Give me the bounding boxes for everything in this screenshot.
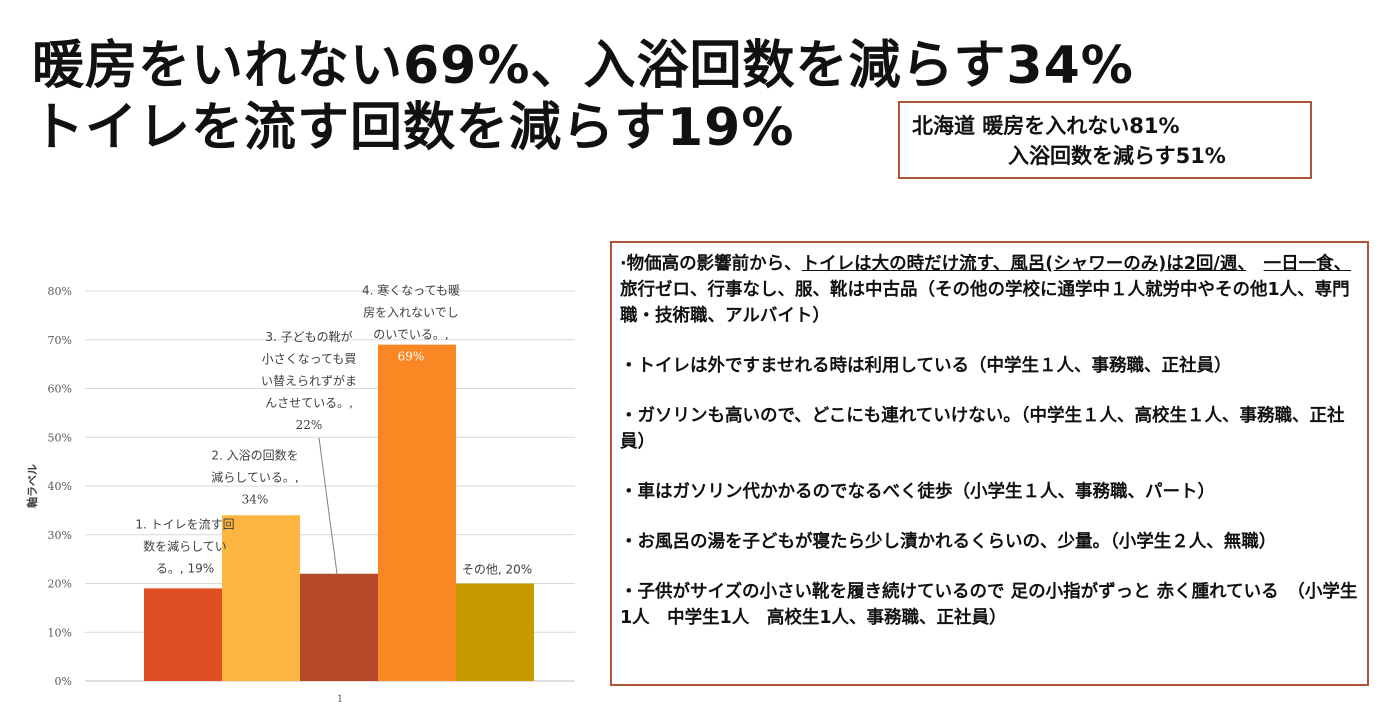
- y-tick-label: 70%: [48, 334, 72, 347]
- quote-3: ・ガソリンも高いので、どこにも連れていけない。（中学生１人、高校生１人、事務職、…: [620, 406, 1345, 452]
- data-label: 34%: [242, 492, 269, 506]
- quote-4: ・車はガソリン代かかるのでなるべく徒歩（小学生１人、事務職、パート）: [620, 482, 1215, 502]
- y-tick-label: 40%: [48, 480, 72, 493]
- quote-5: ・お風呂の湯を子どもが寝たら少し漬かれるくらいの、少量。（小学生２人、無職）: [620, 532, 1277, 552]
- data-label: のいでいる。,: [373, 328, 448, 342]
- data-label: 69%: [398, 350, 425, 364]
- y-tick-label: 10%: [48, 626, 72, 639]
- y-axis-label: 軸ラベル: [25, 464, 39, 508]
- title-line-1: 暖房をいれない69%、入浴回数を減らす34%: [32, 36, 1134, 96]
- bar: [222, 515, 300, 681]
- data-label: んさせている。,: [265, 396, 353, 410]
- x-tick-label: 1: [337, 694, 343, 705]
- bar: [456, 583, 534, 681]
- y-tick-label: 50%: [48, 431, 72, 444]
- quote-1-prefix: ·物価高の影響前から、: [620, 254, 802, 274]
- y-tick-label: 80%: [48, 285, 72, 298]
- quote-1-underline-2: 一日一食、: [1263, 254, 1352, 274]
- quotes-box: ·物価高の影響前から、トイレは大の時だけ流す、風呂(シャワーのみ)は2回/週、 …: [610, 241, 1369, 686]
- bar: [144, 588, 222, 681]
- data-label: 22%: [296, 418, 323, 432]
- data-label: 2. 入浴の回数を: [211, 447, 298, 462]
- y-tick-label: 0%: [55, 675, 72, 688]
- hokkaido-line-2: 入浴回数を減らす51%: [1008, 144, 1226, 168]
- quote-1-underline-1: トイレは大の時だけ流す、風呂(シャワーのみ)は2回/週、: [801, 254, 1247, 274]
- y-tick-label: 60%: [48, 383, 72, 396]
- data-label: 数を減らしてい: [143, 538, 227, 553]
- y-tick-label: 30%: [48, 529, 72, 542]
- quote-6: ・子供がサイズの小さい靴を履き続けているので 足の小指がずっと 赤く腫れている …: [620, 582, 1358, 628]
- bar: [300, 573, 378, 681]
- bar-chart: 0% 10% 20% 30% 40% 50% 60% 70% 80% 軸ラベル 1 1. トイレを流す…: [25, 283, 575, 705]
- data-label: 4. 寒くなっても暖: [362, 283, 460, 298]
- data-label: 小さくなっても買: [262, 352, 357, 366]
- data-label: 1. トイレを流す回: [135, 517, 234, 531]
- data-label: い替えられずがま: [261, 373, 357, 388]
- data-label: る。, 19%: [156, 561, 214, 575]
- data-label: 減らしている。,: [211, 469, 298, 484]
- hokkaido-box: 北海道 暖房を入れない81% 入浴回数を減らす51%: [898, 101, 1312, 179]
- quote-1-rest: 旅行ゼロ、行事なし、服、靴は中古品（その他の学校に通学中１人就労中やその他1人、…: [620, 280, 1350, 326]
- quote-2: ・トイレは外ですませれる時は利用している（中学生１人、事務職、正社員）: [620, 356, 1232, 376]
- y-tick-label: 20%: [48, 578, 72, 591]
- title-line-2: トイレを流す回数を減らす19%: [32, 98, 795, 158]
- leader-line: [318, 437, 338, 574]
- hokkaido-line-1: 北海道 暖房を入れない81%: [912, 114, 1180, 138]
- data-label: その他, 20%: [462, 563, 532, 577]
- bar: [378, 344, 456, 681]
- quote-1: ·物価高の影響前から、トイレは大の時だけ流す、風呂(シャワーのみ)は2回/週、 …: [620, 251, 1361, 329]
- data-label: 房を入れないでし: [363, 305, 459, 320]
- data-label: 3. 子どもの靴が: [265, 329, 352, 344]
